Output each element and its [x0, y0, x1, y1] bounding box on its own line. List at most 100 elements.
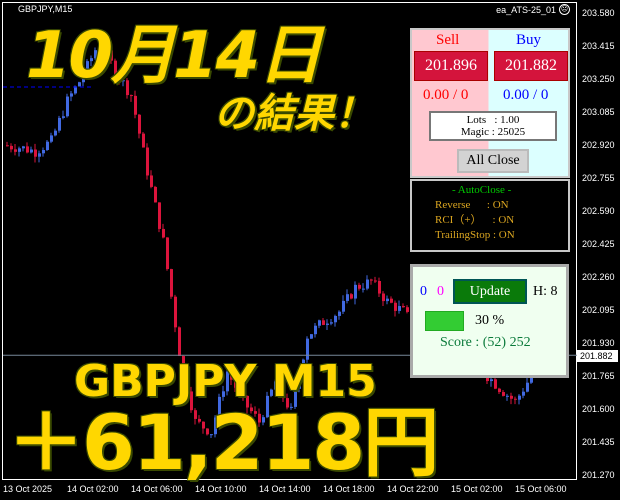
candle-body [370, 279, 373, 281]
progress-label: 30 % [475, 313, 505, 328]
candle-body [146, 147, 149, 176]
count-magenta: 0 [437, 284, 444, 299]
candle-body [186, 367, 189, 392]
time-tick: 14 Oct 14:00 [259, 484, 311, 494]
autoclose-trailing: TrailingStop : ON [435, 229, 515, 241]
candle-body [38, 153, 41, 157]
autoclose-rci: RCI（+） : ON [435, 214, 515, 226]
candle-body [266, 395, 269, 418]
price-tick: 201.270 [582, 470, 615, 480]
candle-body [150, 175, 153, 187]
score-panel: 0 0 Update H: 8 30 % Score : (52) 252 [410, 264, 569, 378]
candle-body [78, 82, 81, 87]
candle-body [50, 135, 53, 142]
candle-body [490, 379, 493, 382]
ea-name: ea_ATS-25_01 [496, 5, 556, 15]
candle-body [258, 413, 261, 423]
sell-label: Sell [436, 32, 460, 48]
candle-body [154, 186, 157, 203]
candle-body [170, 269, 173, 297]
candle-body [246, 395, 249, 408]
candle-body [82, 76, 85, 83]
candle-body [378, 280, 381, 294]
candle-body [286, 398, 289, 408]
candle-body [274, 381, 277, 390]
candle-body [406, 307, 409, 312]
candle-body [530, 375, 533, 383]
buy-pl: 0.00 / 0 [503, 87, 549, 103]
candle-body [390, 298, 393, 303]
candle-body [310, 334, 313, 339]
time-tick: 15 Oct 02:00 [451, 484, 503, 494]
candle-body [494, 379, 497, 389]
price-tick: 203.580 [582, 8, 615, 18]
candle-body [162, 228, 165, 238]
candle-body [522, 391, 525, 396]
magic-value: Magic : 25025 [460, 126, 526, 138]
candle-body [282, 383, 285, 399]
overlay-pair: GBPJPY M15 [74, 356, 377, 407]
candle-body [278, 381, 281, 384]
candle-body [218, 396, 221, 418]
candle-body [98, 44, 101, 51]
candle-body [230, 371, 233, 380]
candle-body [270, 389, 273, 396]
time-tick: 14 Oct 06:00 [131, 484, 183, 494]
overlay-profit: ＋61,218円 [8, 398, 439, 487]
candle-body [402, 306, 405, 308]
progress-bar [425, 311, 464, 331]
candle-body [126, 80, 129, 96]
candle-body [346, 294, 349, 301]
count-blue: 0 [420, 284, 427, 299]
candle-body [178, 327, 181, 357]
lots-value: Lots : 1.00 [466, 114, 520, 126]
price-tick: 203.250 [582, 74, 615, 84]
update-button[interactable]: Update [453, 279, 527, 304]
candle-body [386, 298, 389, 302]
candle-body [318, 320, 321, 326]
overlay-date: 10月14日 [26, 19, 322, 93]
candle-body [206, 428, 209, 435]
candle-body [46, 141, 49, 150]
candle-body [398, 306, 401, 311]
candle-body [514, 398, 517, 400]
candle-body [70, 93, 73, 97]
candle-body [314, 325, 317, 335]
candle-body [222, 391, 225, 397]
time-tick: 14 Oct 18:00 [323, 484, 375, 494]
time-tick: 14 Oct 10:00 [195, 484, 247, 494]
candle-body [226, 371, 229, 392]
current-price-label: 201.882 [577, 350, 618, 362]
candle-body [238, 387, 241, 391]
candle-body [182, 356, 185, 368]
candle-body [22, 146, 25, 149]
overlay-subtitle: の結果！ [214, 91, 374, 137]
candle-body [114, 60, 117, 77]
candle-body [122, 80, 125, 82]
candle-body [502, 392, 505, 396]
candle-body [234, 379, 237, 388]
all-close-button[interactable]: All Close [457, 149, 529, 173]
candle-body [210, 434, 213, 436]
candle-body [10, 145, 13, 150]
candle-body [526, 382, 529, 392]
candle-body [34, 149, 37, 157]
buy-label: Buy [516, 32, 542, 48]
candle-body [202, 421, 205, 429]
candle-body [6, 145, 9, 147]
candle-body [366, 279, 369, 289]
candle-body [358, 284, 361, 289]
price-tick: 202.095 [582, 305, 615, 315]
price-tick: 202.260 [582, 272, 615, 282]
candle-body [290, 406, 293, 408]
buy-button[interactable]: 201.882 [494, 51, 568, 81]
candle-body [94, 50, 97, 59]
time-tick: 13 Oct 2025 [3, 484, 53, 494]
candle-body [158, 202, 161, 229]
candle-body [30, 149, 33, 153]
lots-box: Lots : 1.00 Magic : 25025 [429, 111, 557, 141]
candle-body [302, 359, 305, 375]
sell-button[interactable]: 201.896 [414, 51, 488, 81]
candle-body [334, 315, 337, 323]
candle-body [130, 95, 133, 97]
